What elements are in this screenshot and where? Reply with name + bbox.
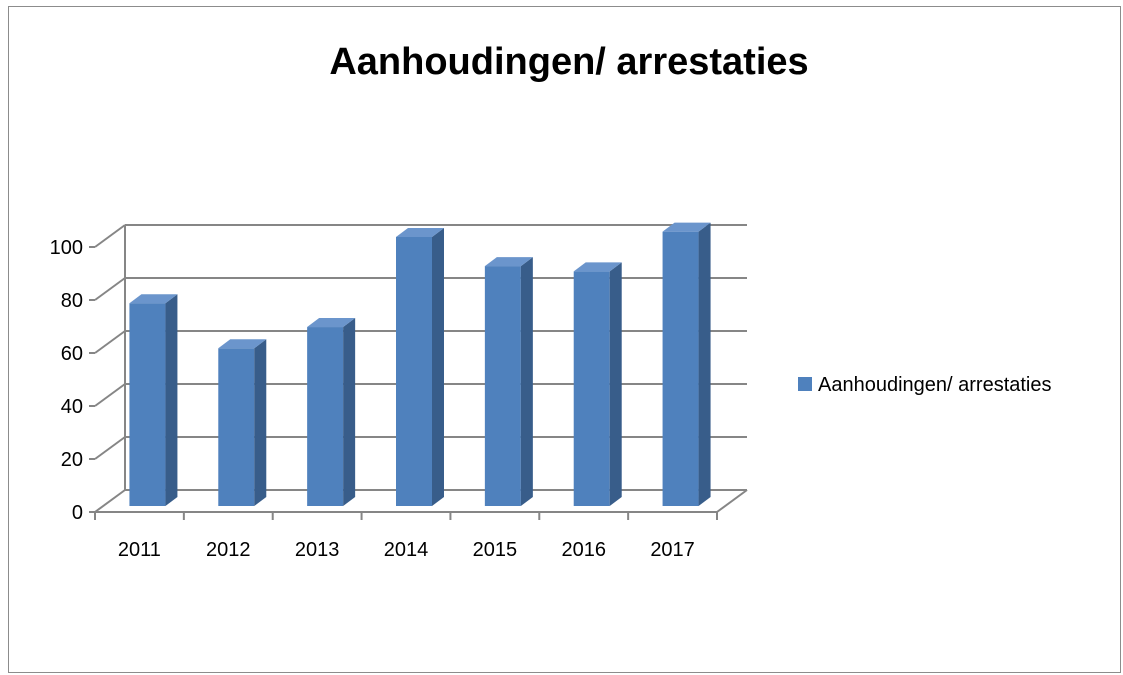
bar-side bbox=[343, 318, 356, 506]
chart-title: Aanhoudingen/ arrestaties bbox=[329, 41, 808, 83]
y-tick-label: 80 bbox=[61, 290, 83, 312]
bar-top bbox=[218, 339, 267, 349]
y-tick-label: 20 bbox=[61, 449, 83, 471]
bars bbox=[129, 222, 711, 506]
bar-front bbox=[662, 231, 699, 506]
legend-swatch bbox=[798, 377, 812, 391]
bar-2012 bbox=[218, 339, 267, 506]
bar-top bbox=[129, 294, 178, 304]
bar-side bbox=[432, 227, 444, 506]
bar-2014 bbox=[396, 227, 444, 506]
bar-top bbox=[484, 257, 533, 267]
bar-side bbox=[165, 294, 178, 506]
axes: 0 20 40 60 80 100 2011 2012 2013 2014 2015 2016 2017 bbox=[50, 237, 748, 561]
bar-front bbox=[218, 348, 255, 506]
bar-2013 bbox=[307, 318, 356, 506]
x-tick-label: 2011 bbox=[118, 539, 161, 561]
gridline-side-40 bbox=[94, 383, 126, 407]
bar-side bbox=[698, 222, 711, 506]
bar-top bbox=[307, 318, 356, 328]
bar-top bbox=[662, 222, 711, 232]
chart-frame bbox=[8, 6, 1121, 673]
bar-side bbox=[254, 339, 267, 506]
x-tick-label: 2012 bbox=[206, 539, 251, 561]
bar-front bbox=[129, 303, 166, 506]
bar-side bbox=[609, 262, 622, 506]
legend-label: Aanhoudingen/ arrestaties bbox=[818, 374, 1052, 396]
y-tick-label: 0 bbox=[72, 502, 83, 524]
y-tick-label: 60 bbox=[61, 343, 83, 365]
x-tick-label: 2017 bbox=[650, 539, 695, 561]
bar-side bbox=[520, 257, 533, 506]
x-tick-label: 2014 bbox=[384, 539, 429, 561]
bar-front bbox=[307, 327, 344, 506]
bar-top bbox=[573, 262, 622, 272]
legend: Aanhoudingen/ arrestaties bbox=[798, 374, 1052, 396]
bar-2011 bbox=[129, 294, 178, 506]
gridline-side-20 bbox=[94, 436, 126, 460]
gridline-side-100 bbox=[94, 224, 126, 248]
bar-2015 bbox=[484, 257, 533, 506]
x-axis-right-edge bbox=[716, 489, 748, 513]
x-tick-label: 2016 bbox=[561, 539, 606, 561]
bar-2017 bbox=[662, 222, 711, 506]
gridline-side-80 bbox=[94, 277, 126, 301]
bar-top bbox=[396, 227, 444, 237]
gridline-side-60 bbox=[94, 330, 126, 354]
bar-front bbox=[573, 271, 610, 506]
y-tick-label: 40 bbox=[61, 396, 83, 418]
bar-2016 bbox=[573, 262, 622, 506]
x-tick-label: 2013 bbox=[295, 539, 340, 561]
x-tick-label: 2015 bbox=[473, 539, 518, 561]
gridline-side-0 bbox=[94, 489, 126, 513]
bar-front bbox=[484, 266, 521, 506]
bar-front bbox=[396, 236, 432, 506]
y-tick-label: 100 bbox=[50, 237, 83, 259]
